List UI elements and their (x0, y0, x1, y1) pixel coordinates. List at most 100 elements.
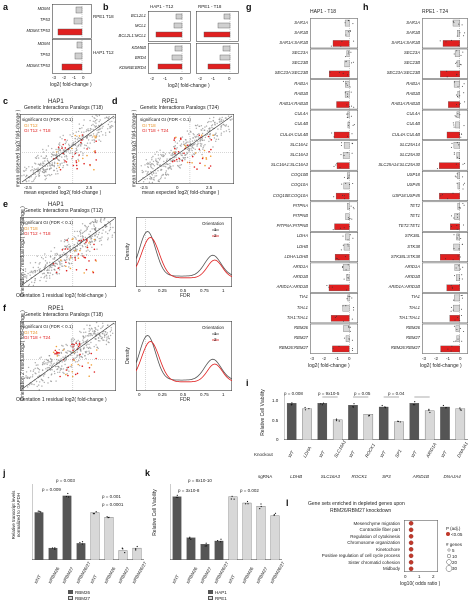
data-point (148, 162, 150, 165)
data-point (353, 106, 355, 108)
data-point (77, 137, 80, 139)
data-point (42, 375, 45, 377)
panel-subtitle: Genetic Interactions Paralogs (T12) (24, 208, 103, 214)
box-bar (453, 243, 460, 251)
gene-set-label: Positive regulation of cell cycle proces… (321, 553, 400, 559)
data-point (179, 153, 182, 155)
data-point (63, 252, 65, 254)
data-point (219, 121, 221, 123)
data-point (82, 353, 84, 355)
enrichment-dot (408, 521, 414, 526)
data-point (463, 125, 465, 127)
data-point (349, 184, 350, 186)
data-point (64, 363, 66, 366)
data-point (193, 144, 195, 146)
data-point (94, 327, 97, 329)
data-point (53, 247, 56, 249)
data-point (98, 135, 101, 137)
data-point (44, 174, 46, 177)
data-point (80, 145, 82, 147)
data-point (27, 386, 29, 388)
data-point (58, 354, 60, 357)
data-point (59, 136, 61, 138)
data-point (74, 144, 77, 146)
data-point (151, 181, 154, 184)
data-point (24, 270, 27, 272)
data-point (192, 137, 194, 139)
data-point (350, 205, 352, 207)
data-point (459, 407, 461, 409)
data-point (247, 503, 249, 505)
y-axis-label: mean observed log2( fold-change ) (15, 109, 22, 188)
box-bar (456, 111, 460, 118)
row-label: SAR1B (294, 29, 308, 35)
data-point (94, 119, 97, 122)
data-point (53, 264, 55, 266)
data-point (173, 139, 175, 141)
category-label: siRBM27 (61, 566, 75, 585)
data-point (351, 62, 352, 64)
row-label: RAB1A:RAB1B (391, 100, 420, 106)
data-point (447, 348, 449, 350)
bar (62, 495, 72, 560)
data-point (204, 144, 206, 146)
tick-label: 0 (348, 356, 351, 361)
data-point (187, 144, 189, 146)
data-point (200, 145, 202, 147)
tick-label: 1 (222, 288, 225, 293)
row-label: CUL4A (294, 111, 309, 117)
panel-letter-j: j (3, 468, 6, 478)
data-point (161, 155, 163, 157)
row-label: LDHB (296, 243, 308, 249)
data-point (190, 148, 192, 150)
density-legend-item: 2 (214, 233, 217, 238)
data-point (45, 149, 48, 151)
data-point (220, 132, 223, 134)
data-point (201, 153, 203, 156)
data-point (459, 133, 460, 135)
data-point (73, 348, 76, 350)
data-point (100, 237, 102, 240)
gene-set-label: Contractile fiber part (359, 527, 400, 533)
data-point (452, 309, 454, 311)
data-point (77, 158, 79, 161)
data-point (66, 158, 68, 160)
x-axis-label: Orientation 1 residual log2( fold-change… (16, 293, 107, 299)
data-point (88, 375, 90, 377)
data-point (148, 181, 151, 183)
box-bar (446, 131, 460, 139)
data-point (46, 159, 49, 162)
data-point (461, 297, 463, 299)
tick-label: -2 (322, 356, 327, 361)
data-point (457, 156, 459, 158)
data-point (62, 166, 64, 169)
data-point (156, 151, 158, 153)
data-point (196, 143, 198, 146)
data-point (162, 151, 164, 154)
data-point (100, 335, 102, 338)
gene-set-label: Chromosome organization (347, 540, 400, 546)
data-point (71, 257, 73, 259)
data-point (73, 338, 76, 341)
data-point (208, 120, 210, 123)
box-bar (329, 70, 350, 78)
data-point (336, 163, 338, 165)
data-point (209, 128, 211, 130)
data-point (46, 158, 48, 160)
box-bar (335, 192, 350, 200)
data-point (49, 255, 52, 257)
box-bar (347, 172, 350, 180)
data-point (464, 101, 466, 103)
data-point (44, 275, 46, 278)
box-bar (345, 233, 350, 241)
data-point (340, 145, 342, 146)
data-point (460, 315, 462, 316)
data-point (147, 166, 149, 168)
bar (118, 550, 128, 560)
data-point (54, 352, 56, 355)
data-point (185, 146, 187, 148)
data-point (36, 270, 39, 272)
data-point (233, 498, 235, 500)
legend-p-title: P (adj.) (446, 526, 461, 531)
data-point (155, 161, 158, 163)
